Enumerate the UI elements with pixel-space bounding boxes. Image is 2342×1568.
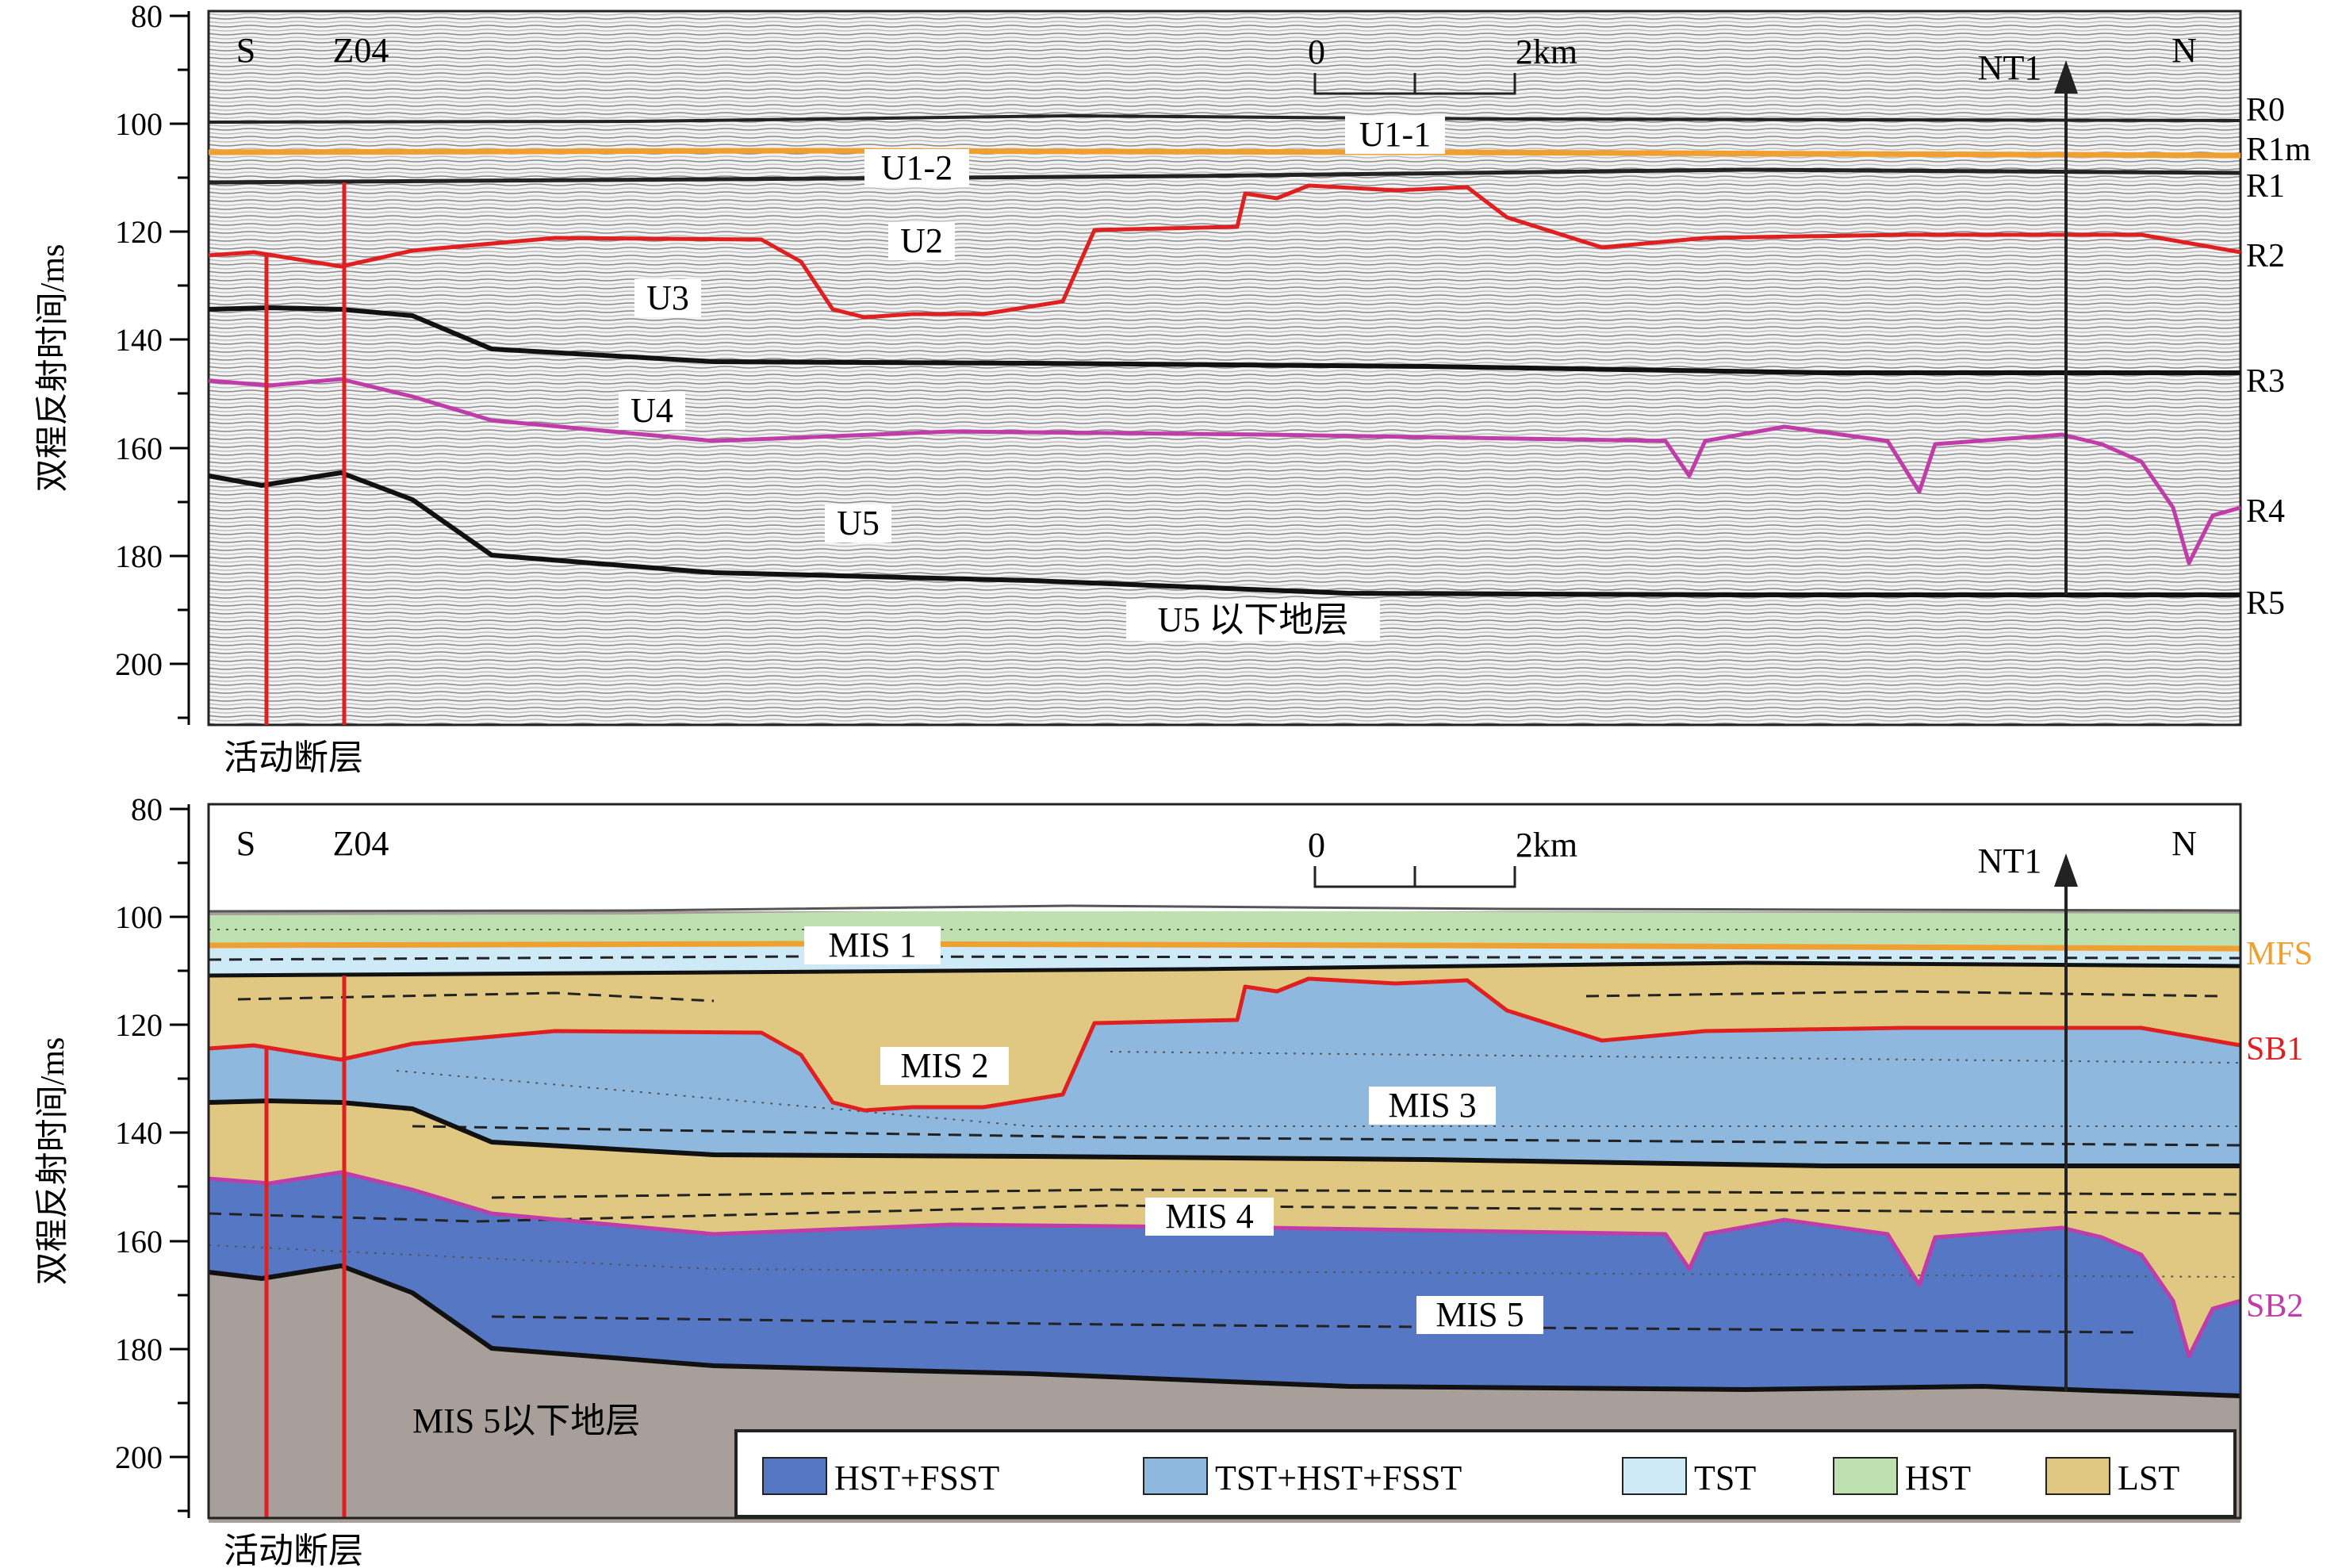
legend-label-hst-fsst: HST+FSST bbox=[834, 1459, 999, 1497]
unit-u3-label: U3 bbox=[646, 278, 689, 317]
south-label: S bbox=[236, 31, 255, 70]
tst-hst-fsst-fill bbox=[209, 979, 2240, 1166]
unit-u1-2-label: U1-2 bbox=[881, 148, 953, 187]
unit-u4-label: U4 bbox=[631, 391, 673, 430]
bottom-y-axis: 80 100 120 140 160 180 200 双程反射时间/ms bbox=[35, 792, 190, 1518]
y-tick-label: 80 bbox=[131, 0, 163, 34]
reflector-r5-label: R5 bbox=[2246, 585, 2285, 622]
sb1-surface bbox=[208, 976, 2241, 1113]
legend-label-tst-hst-fsst: TST+HST+FSST bbox=[1215, 1459, 1462, 1497]
scale-bar-zero-label: 0 bbox=[1308, 826, 1325, 865]
top-scale-bar bbox=[1313, 73, 1516, 95]
legend-swatch-tst bbox=[1622, 1457, 1687, 1495]
reflector-r2-label: R2 bbox=[2246, 238, 2285, 274]
bottom-scale-bar bbox=[1313, 866, 1516, 888]
bottom-panel: 80 100 120 140 160 180 200 双程反射时间/ms 0 2… bbox=[35, 792, 2313, 1568]
tst-fill bbox=[209, 944, 2240, 976]
r0-horizon bbox=[208, 114, 2241, 124]
top-y-axis: 80 100 120 140 160 180 200 双程反射时间/ms bbox=[35, 0, 190, 725]
y-tick-label: 140 bbox=[115, 322, 163, 358]
unit-u2-label: U2 bbox=[900, 221, 943, 260]
mis5-label: MIS 5 bbox=[1435, 1295, 1524, 1334]
mfs-label: MFS bbox=[2246, 936, 2313, 972]
north-label: N bbox=[2171, 31, 2197, 70]
lst-mis2-fill bbox=[209, 963, 2240, 1110]
legend-swatch-hst bbox=[1833, 1457, 1898, 1495]
y-tick-label: 120 bbox=[115, 1007, 163, 1043]
bottom-y-axis-label: 双程反射时间/ms bbox=[35, 1037, 71, 1286]
y-tick-label: 160 bbox=[115, 431, 163, 466]
r5-horizon bbox=[208, 470, 2240, 597]
active-fault-label: 活动断层 bbox=[224, 738, 363, 777]
legend: HST+FSST TST+HST+FSST TST HST LST bbox=[734, 1429, 2237, 1518]
r1m-horizon bbox=[208, 148, 2241, 159]
reflector-r1-label: R1 bbox=[2246, 168, 2285, 205]
scale-bar-zero-label: 0 bbox=[1308, 33, 1325, 71]
internal-dotted-lines bbox=[208, 929, 2241, 1278]
reflector-r4-label: R4 bbox=[2246, 493, 2285, 530]
r4-horizon-sb2 bbox=[208, 377, 2241, 565]
mfs-surface bbox=[208, 941, 2241, 952]
bottom-boundaries bbox=[208, 904, 2241, 1398]
nt1-arrow-head bbox=[2054, 853, 2078, 887]
sb2-label: SB2 bbox=[2246, 1288, 2303, 1325]
mis2-label: MIS 2 bbox=[900, 1046, 988, 1085]
legend-swatch-lst bbox=[2045, 1457, 2110, 1495]
top-panel: 80 100 120 140 160 180 200 双程反射时间/ms bbox=[35, 0, 2311, 777]
legend-box bbox=[734, 1429, 2237, 1518]
nt1-label: NT1 bbox=[1978, 842, 2042, 880]
r1-horizon bbox=[208, 167, 2241, 185]
mis1-label: MIS 1 bbox=[828, 926, 916, 964]
unit-u5-label: U5 bbox=[837, 504, 880, 542]
y-tick-label: 80 bbox=[131, 792, 163, 827]
legend-label-hst: HST bbox=[1905, 1459, 1971, 1497]
nt1-arrow-head bbox=[2054, 60, 2078, 94]
scale-bar-end-label: 2km bbox=[1516, 826, 1577, 865]
nt1-label: NT1 bbox=[1978, 48, 2042, 87]
y-tick-label: 140 bbox=[115, 1115, 163, 1151]
legend-label-lst: LST bbox=[2118, 1459, 2179, 1497]
legend-swatch-tst-hst-fsst bbox=[1143, 1457, 1208, 1495]
top-horizons bbox=[208, 114, 2241, 597]
hst-fsst-fill bbox=[209, 1172, 2240, 1396]
y-tick-label: 100 bbox=[115, 899, 163, 935]
r2-horizon-sb1 bbox=[208, 183, 2241, 320]
legend-swatch-hst-fsst bbox=[762, 1457, 827, 1495]
borehole-z04-label: Z04 bbox=[333, 31, 389, 70]
mis3-label: MIS 3 bbox=[1388, 1086, 1476, 1125]
legend-label-tst: TST bbox=[1694, 1459, 1756, 1497]
active-fault-label: 活动断层 bbox=[224, 1532, 363, 1568]
hst-fill bbox=[209, 909, 2240, 949]
reflector-labels: R0 R1m R1 R2 R3 R4 R5 bbox=[2246, 92, 2311, 622]
y-tick-label: 200 bbox=[115, 646, 163, 682]
top-y-axis-label: 双程反射时间/ms bbox=[35, 244, 71, 493]
reflector-r3-label: R3 bbox=[2246, 363, 2285, 400]
scale-bar-end-label: 2km bbox=[1516, 33, 1577, 71]
mis4-label: MIS 4 bbox=[1165, 1197, 1253, 1236]
y-tick-label: 100 bbox=[115, 106, 163, 142]
mis-stage-labels: MIS 1 MIS 2 MIS 3 MIS 4 MIS 5 MIS 5以下地层 bbox=[412, 926, 1543, 1440]
reflector-r1m-label: R1m bbox=[2246, 132, 2311, 168]
y-tick-label: 180 bbox=[115, 539, 163, 574]
below-u5-label: U5 以下地层 bbox=[1158, 600, 1349, 639]
water-column bbox=[209, 804, 2240, 911]
below-mis5-label: MIS 5以下地层 bbox=[412, 1401, 640, 1440]
r3-horizon bbox=[208, 305, 2240, 375]
north-label: N bbox=[2171, 824, 2197, 863]
y-tick-label: 180 bbox=[115, 1332, 163, 1367]
borehole-z04-label: Z04 bbox=[333, 824, 389, 863]
south-label: S bbox=[236, 824, 255, 863]
unit-labels: U1-1 U1-2 U2 U3 U4 U5 U5 以下地层 bbox=[619, 115, 1445, 641]
y-tick-label: 200 bbox=[115, 1440, 163, 1475]
top-y-ticks bbox=[170, 14, 189, 719]
sb1-label: SB1 bbox=[2246, 1031, 2303, 1068]
reflector-r0-label: R0 bbox=[2246, 92, 2285, 128]
y-tick-label: 160 bbox=[115, 1224, 163, 1259]
y-tick-label: 120 bbox=[115, 214, 163, 250]
sb2-surface bbox=[208, 1170, 2241, 1359]
unit-u1-1-label: U1-1 bbox=[1359, 115, 1431, 154]
